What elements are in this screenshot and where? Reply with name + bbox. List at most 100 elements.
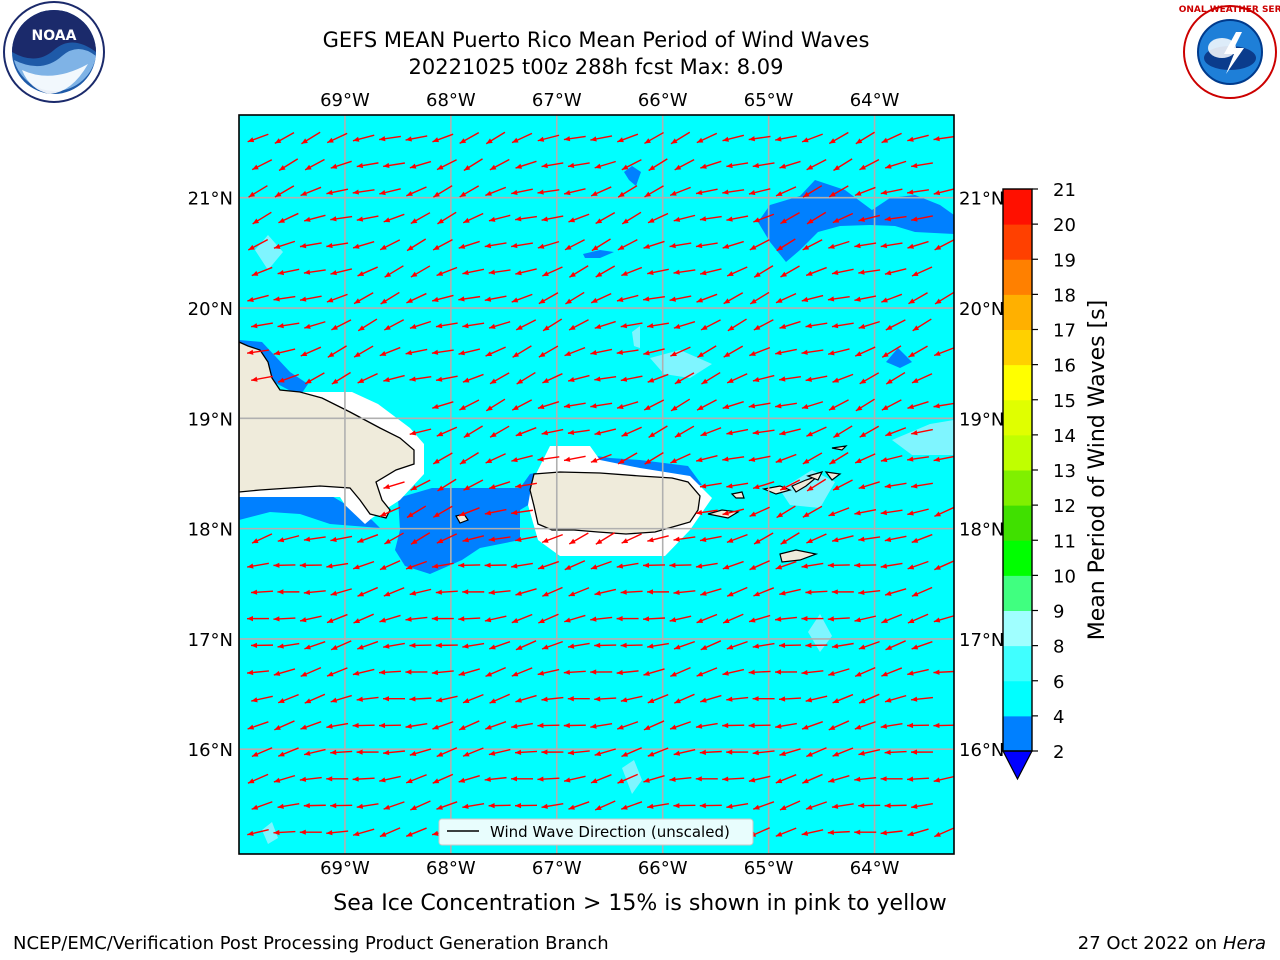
wind-arrow — [699, 803, 722, 809]
wind-arrow — [594, 376, 617, 382]
wind-arrow — [885, 427, 907, 437]
wind-arrow — [801, 294, 824, 302]
wind-arrow — [409, 376, 432, 382]
wind-arrow — [674, 693, 695, 704]
wind-arrow — [489, 693, 510, 704]
wind-arrow — [881, 399, 902, 411]
wind-arrow — [933, 669, 954, 675]
wind-arrow — [695, 242, 718, 249]
wind-arrow — [907, 240, 929, 249]
wind-arrow — [247, 294, 269, 302]
lat-tick-label-left: 21°N — [188, 189, 233, 210]
lat-tick-label-left: 17°N — [188, 630, 233, 651]
map-legend: Wind Wave Direction (unscaled) — [438, 818, 754, 846]
wind-arrow — [273, 562, 296, 568]
wind-arrow — [537, 134, 560, 142]
wind-arrow — [567, 162, 590, 169]
wind-arrow — [541, 533, 563, 544]
wind-arrow — [828, 185, 849, 198]
wind-arrow — [378, 722, 402, 729]
wind-arrow — [431, 562, 454, 569]
wind-arrow — [511, 667, 533, 677]
wind-arrow — [458, 668, 480, 676]
wind-arrow — [910, 749, 934, 755]
wind-arrow — [908, 292, 928, 305]
wind-arrow — [352, 240, 375, 249]
wind-arrow — [568, 801, 590, 810]
wind-arrow — [647, 322, 669, 329]
lon-tick-label-bottom: 64°W — [850, 858, 900, 879]
wind-arrow — [379, 775, 401, 783]
wind-arrow — [828, 240, 850, 249]
wind-arrow — [251, 801, 273, 810]
wind-arrow — [775, 348, 797, 356]
wind-arrow — [855, 398, 875, 412]
footer-machine: Hera — [1222, 933, 1266, 954]
wind-arrow — [699, 268, 722, 276]
wind-arrow — [859, 372, 880, 385]
wind-arrow — [277, 322, 300, 329]
wind-arrow — [435, 642, 458, 648]
small-islands — [455, 445, 848, 563]
wind-arrow — [563, 135, 586, 142]
wind-arrow — [854, 721, 876, 730]
wind-arrow — [881, 613, 903, 624]
wind-arrow — [300, 346, 322, 357]
wind-arrow — [700, 694, 722, 703]
period-6-8-patches — [255, 235, 954, 844]
colorbar-tick-label: 17 — [1053, 321, 1076, 342]
wind-arrow — [379, 560, 401, 571]
wind-arrow — [303, 589, 326, 595]
wind-arrow — [646, 589, 670, 595]
wind-arrow — [299, 242, 322, 249]
wind-arrow — [273, 348, 296, 356]
wind-arrow — [274, 185, 295, 198]
wind-arrow — [779, 428, 801, 436]
lat-tick-label-right: 20°N — [959, 299, 1004, 320]
wind-arrow — [621, 426, 642, 437]
wind-arrow — [409, 160, 432, 169]
lon-tick-label-top: 69°W — [320, 90, 370, 111]
wind-arrow — [752, 374, 775, 383]
hispaniola-landmass — [239, 341, 415, 519]
wind-arrow — [431, 294, 454, 302]
wind-arrow — [251, 533, 273, 544]
wind-arrow — [753, 532, 774, 545]
wind-arrow — [277, 747, 299, 757]
wind-arrow — [805, 589, 828, 595]
wind-arrow — [409, 320, 432, 329]
wind-arrow — [410, 212, 431, 225]
wind-arrow — [410, 265, 431, 278]
wind-arrow — [485, 721, 507, 730]
wind-arrow — [907, 401, 929, 409]
wind-arrow — [299, 562, 322, 568]
wind-arrow — [247, 773, 269, 784]
wind-arrow — [647, 212, 669, 224]
wind-arrow — [458, 507, 480, 517]
lat-tick-label-left: 18°N — [188, 520, 233, 541]
wind-arrow — [565, 291, 585, 305]
wind-arrow — [880, 776, 903, 782]
wind-arrow — [644, 131, 664, 145]
wind-arrow — [488, 321, 511, 329]
wind-arrow — [748, 135, 771, 142]
nws-logo-text: NATIONAL WEATHER SERVICE — [1178, 5, 1280, 15]
wind-arrow — [379, 506, 401, 517]
wind-arrow — [357, 586, 378, 597]
wind-arrow — [621, 211, 642, 225]
wind-arrow — [911, 802, 933, 809]
wind-arrow — [542, 266, 563, 277]
wind-wave-direction-arrows — [246, 131, 954, 838]
wind-arrow — [458, 562, 481, 568]
wind-arrow — [749, 346, 771, 357]
wind-arrow — [723, 292, 744, 305]
wind-arrow — [537, 668, 560, 676]
wind-arrow — [567, 750, 590, 756]
map-plot-area — [239, 115, 954, 854]
wind-arrow — [433, 185, 453, 198]
wind-arrow — [832, 747, 854, 757]
wind-arrow — [435, 322, 458, 329]
wind-arrow — [673, 640, 696, 650]
lon-tick-label-bottom: 65°W — [744, 858, 794, 879]
colorbar-tick-label: 2 — [1053, 742, 1064, 763]
